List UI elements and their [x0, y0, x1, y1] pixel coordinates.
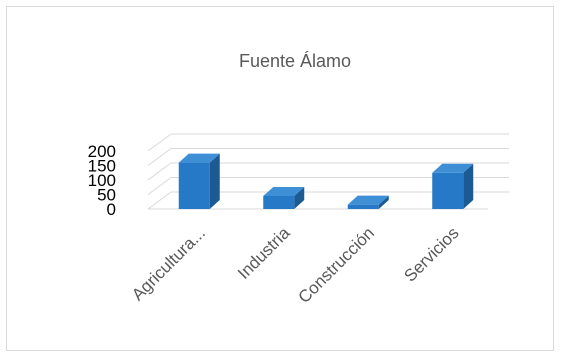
bar-top	[178, 153, 220, 163]
x-axis-labels: Agricultura... Industria Construcción Servi…	[128, 223, 462, 307]
bar-side	[378, 195, 389, 209]
x-tick-label: Agricultura...	[128, 223, 209, 304]
chart-title: Fuente Álamo	[239, 51, 351, 71]
bar-front	[178, 162, 210, 209]
x-tick-label: Industria	[234, 223, 294, 283]
bar-front	[347, 204, 379, 209]
bar	[263, 186, 305, 209]
bar-top	[263, 186, 305, 196]
y-tick-label: 50	[97, 186, 116, 205]
y-tick-label: 150	[88, 157, 116, 176]
bar-top	[432, 163, 474, 173]
y-tick-label: 0	[107, 200, 116, 219]
bars	[178, 153, 474, 209]
bar-side	[294, 186, 305, 209]
bar-side	[463, 163, 474, 209]
bar	[432, 163, 474, 209]
gridline-depth	[147, 162, 172, 181]
bar-front	[432, 172, 464, 209]
gridline-depth	[147, 191, 172, 210]
x-tick-label: Servicios	[400, 223, 462, 285]
bar-front	[263, 195, 295, 209]
bar-top	[347, 195, 389, 205]
gridline-depth	[147, 133, 172, 152]
bar	[347, 195, 389, 209]
y-tick-label: 100	[88, 171, 116, 190]
gridline-depth	[147, 177, 172, 195]
bar	[178, 153, 220, 209]
x-tick-label: Construcción	[294, 223, 378, 307]
y-tick-label: 200	[88, 142, 116, 161]
bar-side	[209, 153, 220, 209]
gridline-depth	[147, 148, 172, 166]
